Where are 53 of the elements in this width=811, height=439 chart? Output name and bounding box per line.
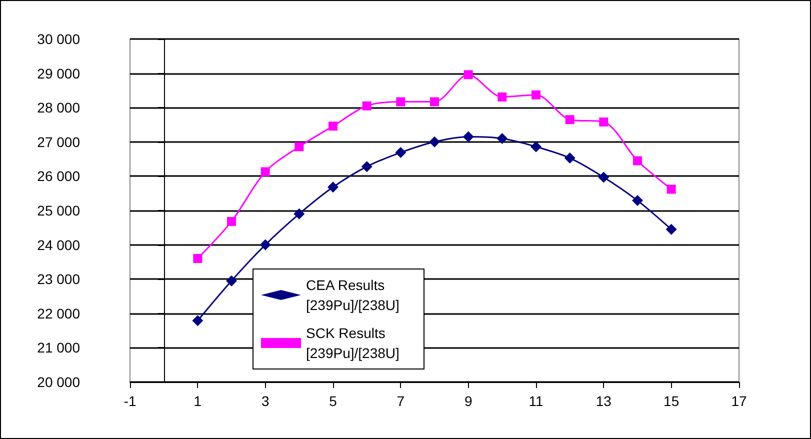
x-tick-label: 17 [731,393,747,409]
y-tick-label: 27 000 [37,134,80,150]
y-tick-label: 30 000 [37,31,80,47]
point [193,254,202,264]
x-tick-label: -1 [124,393,136,409]
point [498,92,507,102]
point [328,182,338,193]
point [361,161,372,172]
point [565,115,574,124]
point [192,315,204,326]
y-tick-label: 21 000 [37,340,80,356]
legend-label: SCK Results [239Pu]/[238U] [306,325,400,361]
point [496,132,508,144]
point [260,239,271,250]
point [666,184,676,194]
point [530,141,542,152]
point [633,156,642,166]
point [564,152,576,164]
point [532,90,540,100]
point [599,118,608,127]
point [294,142,304,152]
x-tick-label: 1 [194,393,202,409]
point [666,224,677,235]
point [395,147,406,158]
point [260,167,270,176]
y-tick-label: 24 000 [37,236,80,253]
y-tick-label: 20 000 [37,374,80,390]
x-tick-label: 13 [596,393,612,409]
point [328,122,338,131]
point [429,136,440,148]
y-tick-label: 25 000 [37,202,80,218]
x-tick-label: 7 [396,393,405,409]
point [464,70,473,80]
y-tick-label: 29 000 [37,65,80,82]
point [227,216,236,226]
point [362,101,372,110]
y-tick-label: 26 000 [37,168,80,184]
y-tick-label: 28 000 [37,100,80,116]
x-tick-label: 9 [464,393,472,409]
x-tick-label: 5 [329,393,338,409]
point [294,208,305,220]
point [226,275,237,286]
legend-label: CEA Results [239Pu]/[238U] [306,277,400,313]
point [632,195,643,206]
point [462,131,474,142]
y-tick-label: 22 000 [37,305,80,322]
x-tick-label: 11 [528,393,544,409]
y-tick-label: 23 000 [37,271,80,288]
point [598,172,610,183]
point [396,97,406,106]
x-tick-label: 15 [664,393,680,409]
point [430,97,439,106]
x-tick-label: 3 [261,393,270,409]
